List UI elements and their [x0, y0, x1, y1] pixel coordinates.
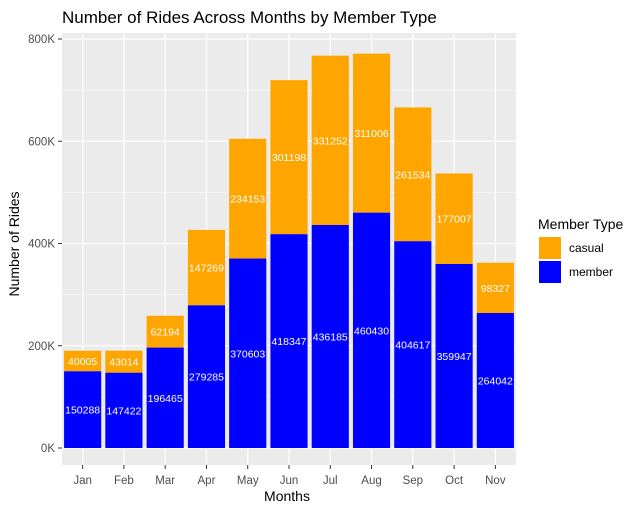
y-axis-title: Number of Rides: [6, 191, 22, 296]
bar-casual-mar: [146, 315, 184, 348]
bar-member-apr: [187, 305, 226, 448]
data-label-casual-jun: 301198: [272, 152, 306, 164]
bar-member-sep: [394, 241, 432, 448]
legend-label-member: member: [569, 265, 613, 279]
bar-member-aug: [352, 212, 391, 448]
bar-member-feb: [105, 372, 143, 448]
data-label-member-jan: 150288: [65, 405, 100, 417]
data-label-casual-may: 234153: [230, 194, 265, 206]
x-tick-label: Oct: [445, 475, 464, 487]
x-tick-label: Nov: [485, 475, 506, 487]
y-tick-label: 600K: [28, 136, 55, 148]
bar-casual-feb: [105, 350, 143, 373]
x-tick-label: Aug: [361, 475, 381, 487]
x-tick-label: May: [237, 475, 259, 487]
data-label-casual-sep: 261534: [395, 169, 430, 181]
bar-member-nov: [476, 313, 514, 448]
data-label-casual-oct: 177007: [437, 214, 472, 226]
bar-member-may: [229, 258, 267, 448]
bar-member-mar: [146, 347, 184, 448]
data-label-member-jun: 418347: [271, 336, 306, 348]
chart-title: Number of Rides Across Months by Member …: [62, 8, 437, 27]
data-label-member-mar: 196465: [148, 393, 183, 405]
bar-casual-aug: [352, 53, 391, 213]
bar-casual-jul: [311, 55, 349, 226]
data-label-member-feb: 147422: [106, 405, 141, 417]
data-label-member-sep: 404617: [395, 340, 430, 352]
data-label-casual-mar: 62194: [151, 327, 180, 339]
bar-casual-sep: [394, 107, 432, 242]
x-tick-label: Apr: [198, 475, 216, 487]
legend: Member Type casual member: [538, 216, 624, 283]
bar-casual-may: [229, 138, 267, 259]
data-label-casual-nov: 98327: [481, 283, 510, 295]
data-label-member-may: 370603: [230, 348, 265, 360]
x-tick-label: Jan: [73, 475, 92, 487]
bar-casual-nov: [476, 262, 514, 314]
data-label-casual-jul: 331252: [313, 135, 348, 147]
x-axis-title: Months: [264, 488, 310, 504]
bar-member-jul: [311, 225, 349, 448]
y-axis: 0K 200K 400K 600K 800K: [28, 34, 62, 455]
y-tick-label: 800K: [28, 34, 55, 46]
x-tick-label: Sep: [403, 475, 423, 487]
data-label-casual-jan: 40005: [68, 356, 97, 368]
x-tick-label: Jul: [323, 475, 338, 487]
x-tick-label: Jun: [280, 475, 299, 487]
bar-casual-jan: [64, 350, 102, 372]
data-label-member-aug: 460430: [354, 325, 389, 337]
data-label-casual-apr: 147269: [189, 263, 224, 275]
bar-casual-jun: [270, 80, 308, 235]
legend-key-casual: [539, 237, 561, 259]
x-tick-label: Feb: [114, 475, 134, 487]
bar-casual-apr: [187, 229, 226, 306]
x-tick-label: Mar: [155, 475, 175, 487]
x-axis: Jan Feb Mar Apr May Jun Jul Aug Sep Oct Nov: [73, 465, 506, 487]
y-tick-label: 200K: [28, 341, 55, 353]
bar-member-jan: [64, 371, 102, 448]
data-label-member-jul: 436185: [313, 332, 348, 344]
data-label-casual-aug: 311006: [354, 128, 388, 140]
bar-member-oct: [435, 263, 473, 448]
y-tick-label: 0K: [41, 443, 55, 455]
data-label-member-apr: 279285: [189, 372, 224, 384]
bar-member-jun: [270, 234, 308, 448]
legend-title: Member Type: [538, 216, 624, 232]
legend-label-casual: casual: [569, 241, 604, 255]
bar-casual-oct: [435, 173, 473, 264]
data-label-member-nov: 264042: [478, 376, 513, 388]
data-label-member-oct: 359947: [437, 351, 472, 363]
data-label-casual-feb: 43014: [109, 357, 138, 369]
bars: [64, 53, 514, 448]
legend-key-member: [539, 261, 561, 283]
bar-labels: 150288 40005 147422 43014 196465 62194 279285 1…: [65, 128, 513, 417]
y-tick-label: 400K: [28, 239, 55, 251]
